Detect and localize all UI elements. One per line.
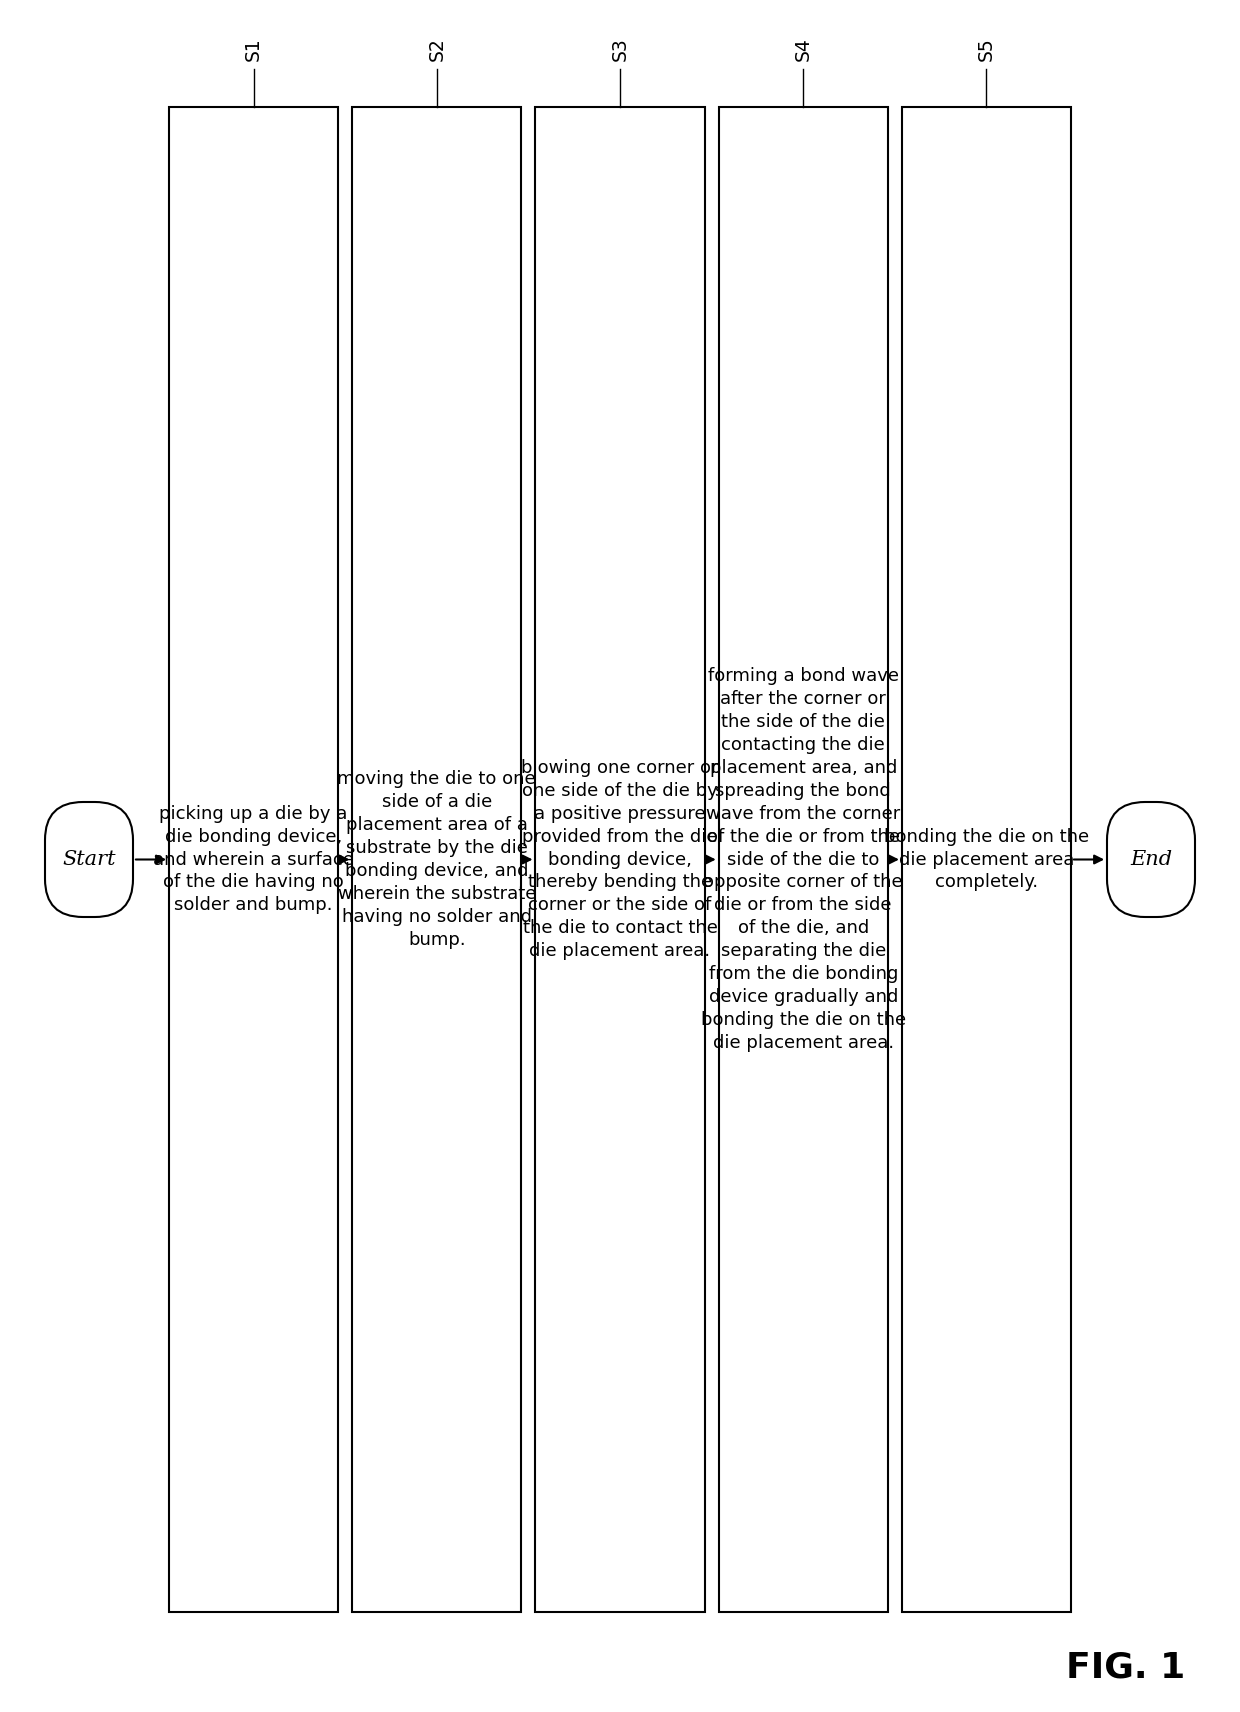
Text: FIG. 1: FIG. 1 bbox=[1065, 1650, 1185, 1685]
Text: S2: S2 bbox=[428, 38, 446, 62]
Text: moving the die to one
side of a die
placement area of a
substrate by the die
bon: moving the die to one side of a die plac… bbox=[337, 770, 536, 948]
FancyBboxPatch shape bbox=[45, 801, 133, 918]
Text: S1: S1 bbox=[244, 38, 263, 62]
Text: S3: S3 bbox=[610, 38, 630, 62]
Bar bbox=[719, 108, 888, 1613]
Text: blowing one corner or
one side of the die by
a positive pressure
provided from t: blowing one corner or one side of the di… bbox=[521, 758, 719, 960]
Bar bbox=[352, 108, 521, 1613]
Bar bbox=[169, 108, 339, 1613]
Text: S5: S5 bbox=[977, 38, 996, 62]
Text: forming a bond wave
after the corner or
the side of the die
contacting the die
p: forming a bond wave after the corner or … bbox=[701, 668, 905, 1051]
Text: bonding the die on the
die placement area
completely.: bonding the die on the die placement are… bbox=[884, 827, 1089, 892]
FancyBboxPatch shape bbox=[1107, 801, 1195, 918]
Text: Start: Start bbox=[62, 849, 115, 870]
Bar bbox=[536, 108, 704, 1613]
Text: S4: S4 bbox=[794, 38, 812, 62]
Bar bbox=[901, 108, 1071, 1613]
Text: End: End bbox=[1130, 849, 1172, 870]
Text: picking up a die by a
die bonding device,
and wherein a surface
of the die havin: picking up a die by a die bonding device… bbox=[154, 805, 355, 914]
